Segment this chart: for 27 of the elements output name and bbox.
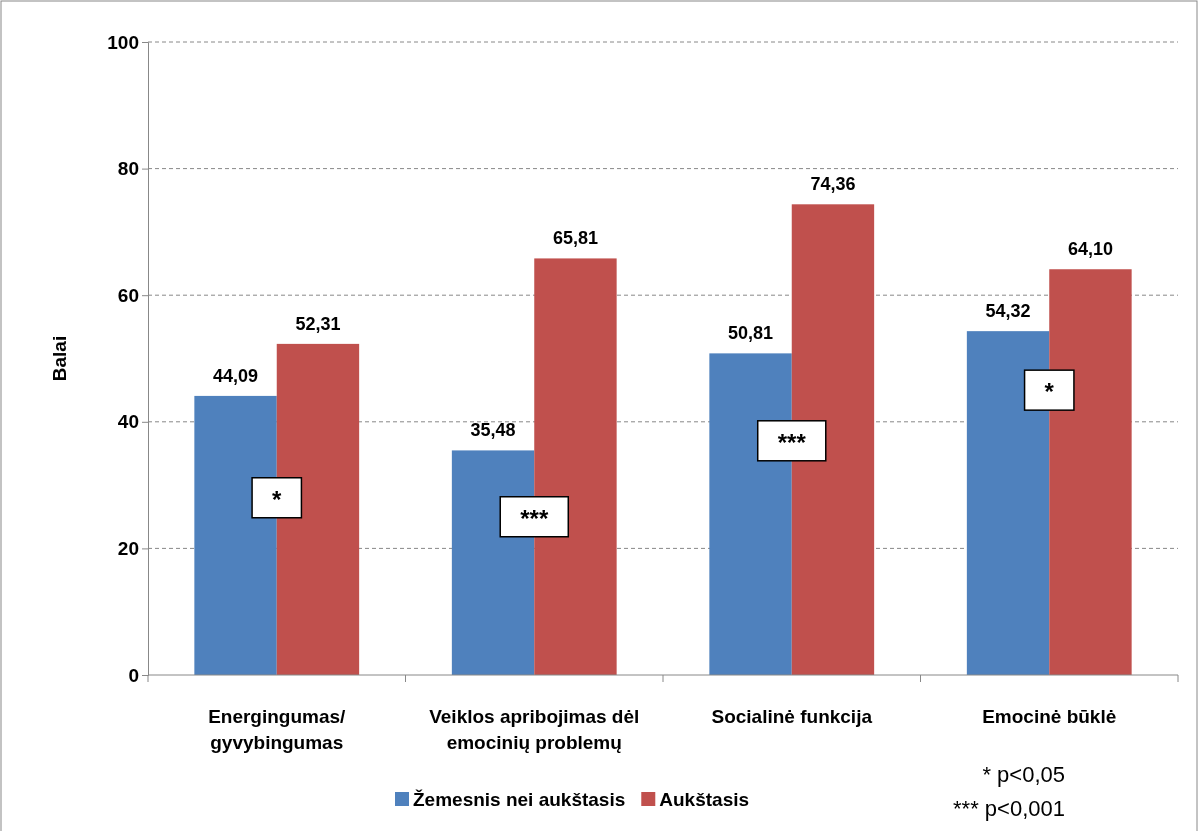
data-label: 44,09 bbox=[213, 365, 259, 386]
data-label: 74,36 bbox=[810, 174, 856, 195]
y-tick-label: 20 bbox=[117, 537, 139, 559]
text: * p<0,05 bbox=[982, 762, 1065, 787]
y-tick-label: 80 bbox=[117, 158, 139, 180]
x-tick-label: Socialinė funkcija bbox=[711, 706, 873, 727]
text: *** p<0,001 bbox=[953, 796, 1065, 821]
y-tick-label: 60 bbox=[117, 284, 139, 306]
data-label: 52,31 bbox=[295, 313, 341, 334]
legend-label: Aukštasis bbox=[659, 789, 750, 810]
data-label: 65,81 bbox=[552, 228, 598, 249]
x-tick-label: Veiklos apribojimas dėl emocinių problemų bbox=[429, 706, 640, 753]
x-tick-label: Energingumas/ gyvybingumas bbox=[208, 706, 347, 753]
y-axis-title: Balai bbox=[49, 335, 70, 382]
legend-label: Žemesnis nei aukštasis bbox=[413, 789, 626, 810]
data-label: 64,10 bbox=[1067, 239, 1113, 260]
data-label: 50,81 bbox=[728, 323, 774, 344]
annotation: * bbox=[272, 485, 283, 513]
annotation: * bbox=[1044, 378, 1055, 406]
annotation: *** bbox=[777, 428, 807, 456]
annotation: *** bbox=[520, 504, 549, 532]
data-label: 54,32 bbox=[985, 301, 1031, 322]
y-tick-label: 40 bbox=[117, 411, 139, 433]
data-label: 35,48 bbox=[470, 420, 516, 441]
y-tick-label: 0 bbox=[128, 664, 139, 686]
y-tick-label: 100 bbox=[107, 31, 139, 53]
x-tick-label: Emocinė būklė bbox=[982, 706, 1117, 727]
